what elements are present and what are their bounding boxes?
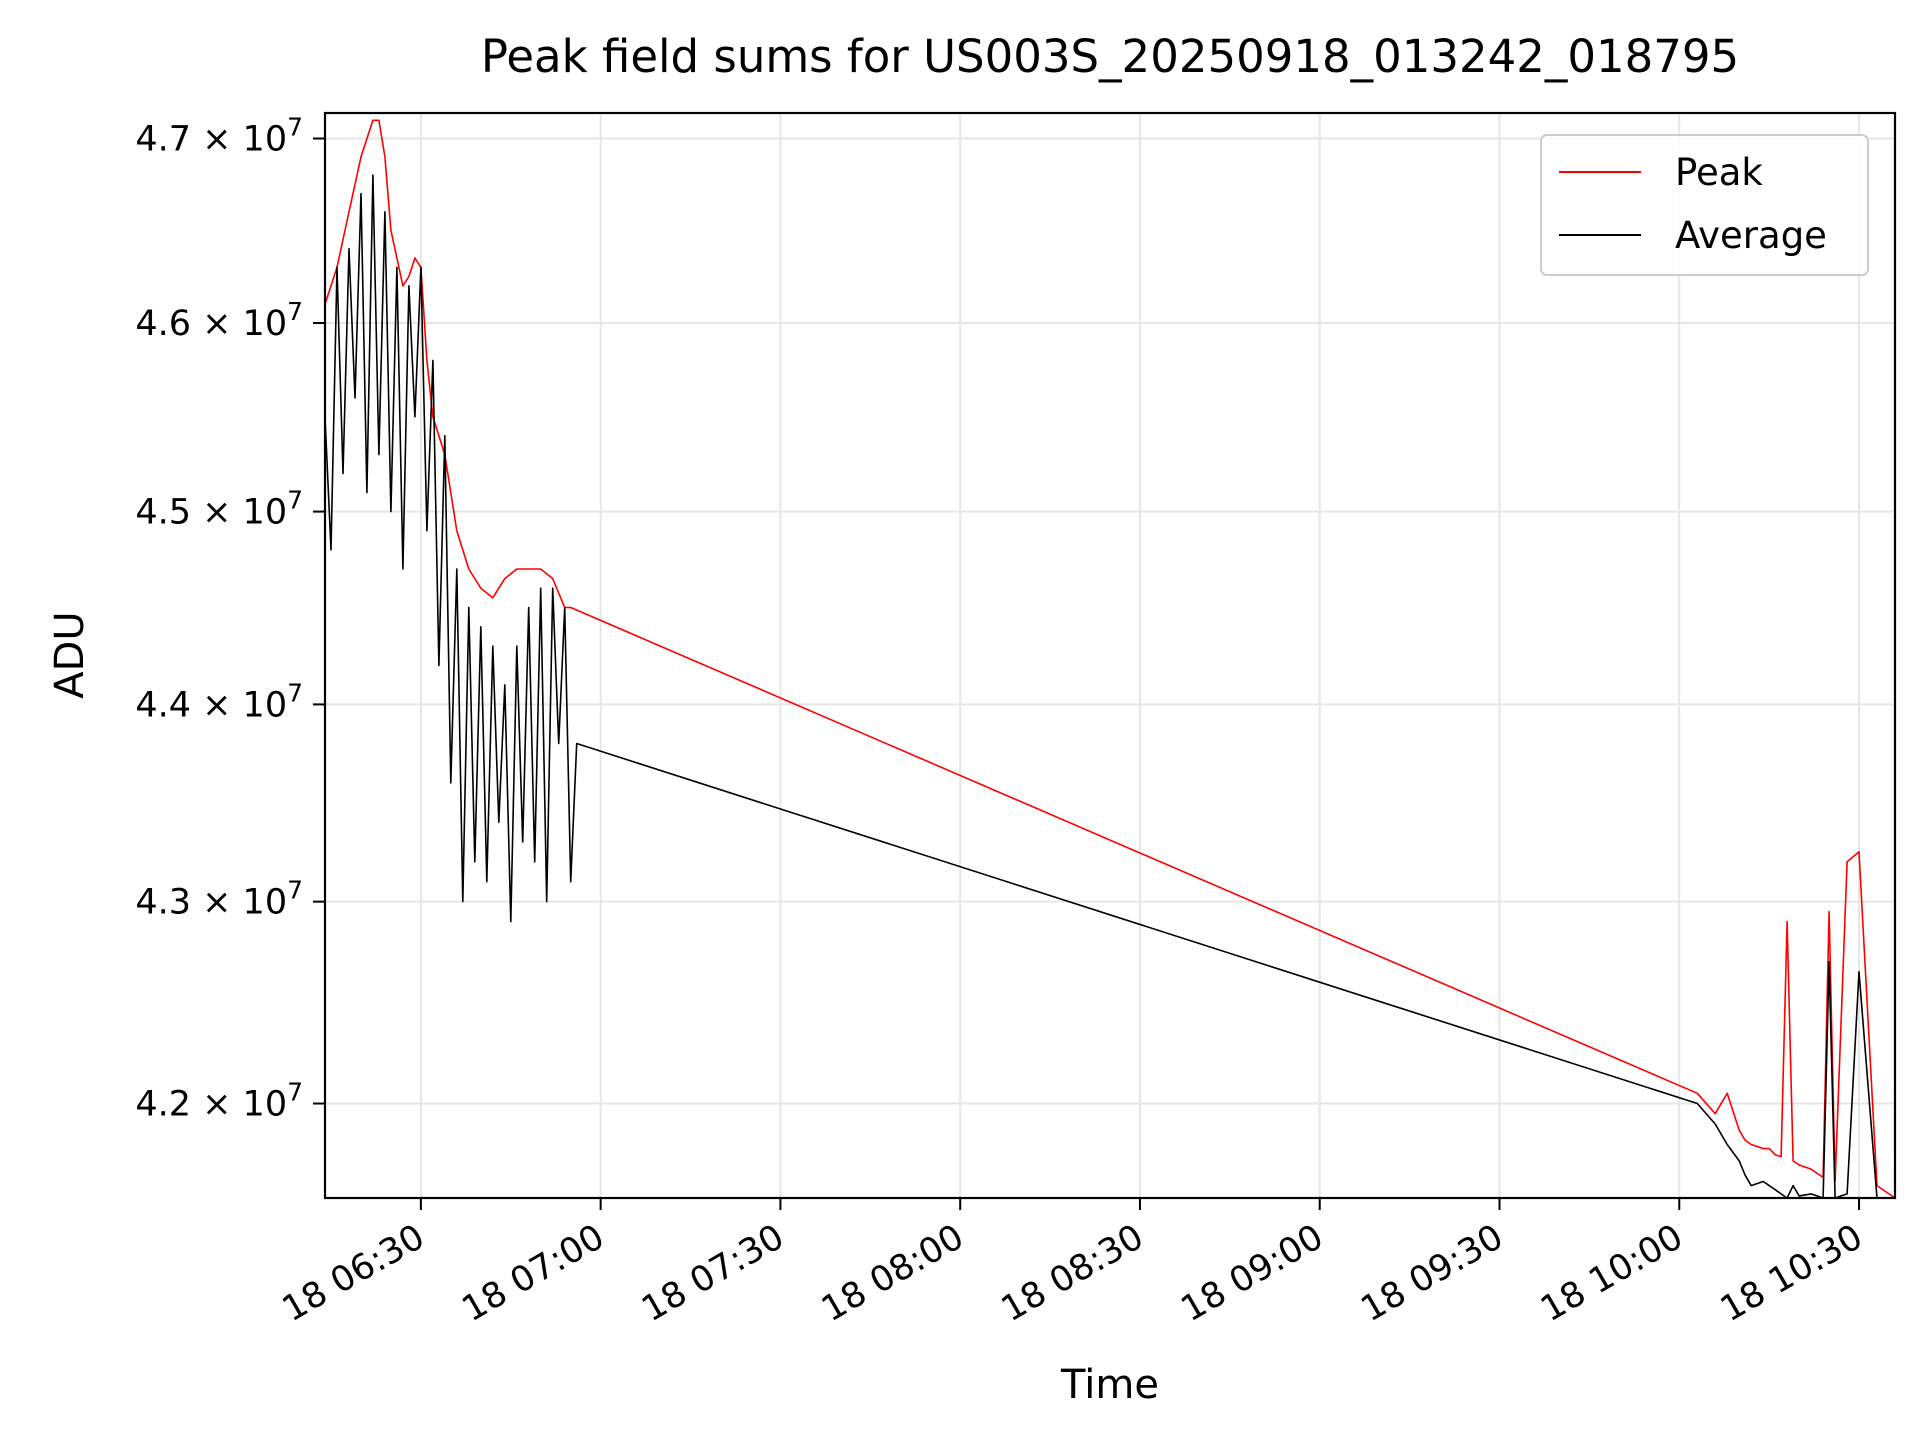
y-tick-label: 4.6 × 107 [135, 297, 303, 344]
y-tick-label: 4.7 × 107 [135, 113, 303, 160]
x-tick-label: 18 07:30 [635, 1217, 791, 1330]
x-tick-label: 18 06:30 [276, 1217, 432, 1330]
y-tick-label: 4.5 × 107 [135, 486, 303, 533]
x-tick-label: 18 08:00 [815, 1217, 971, 1330]
series-line-peak [324, 119, 1896, 1199]
x-tick-label: 18 08:30 [995, 1217, 1151, 1330]
legend-label-average: Average [1675, 214, 1827, 257]
series-line-average [324, 174, 1895, 1199]
y-tick-label: 4.4 × 107 [135, 678, 303, 725]
legend-box [1540, 134, 1869, 276]
x-axis-label: Time [1061, 1362, 1159, 1408]
chart-title: Peak field sums for US003S_20250918_0132… [480, 30, 1740, 83]
plot-frame [323, 111, 1897, 1200]
y-tick-label: 4.3 × 107 [135, 876, 303, 923]
x-tick-label: 18 09:00 [1175, 1217, 1331, 1330]
x-tick-label: 18 10:30 [1714, 1217, 1870, 1330]
x-tick-label: 18 10:00 [1534, 1217, 1690, 1330]
y-tick-label: 4.2 × 107 [135, 1078, 303, 1125]
x-tick-label: 18 09:30 [1354, 1217, 1510, 1330]
x-tick-label: 18 07:00 [456, 1217, 612, 1330]
legend-label-peak: Peak [1675, 151, 1763, 194]
